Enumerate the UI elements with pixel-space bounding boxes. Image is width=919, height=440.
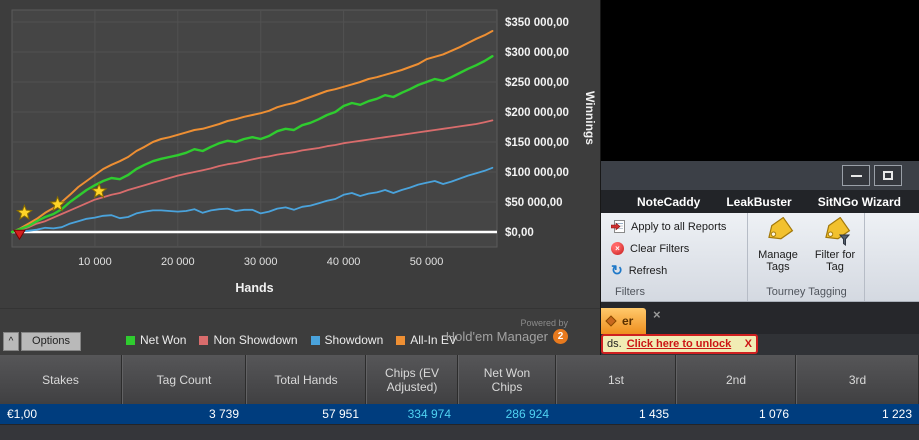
column-header-2nd[interactable]: 2nd	[676, 355, 796, 404]
refresh-icon: ↻	[611, 262, 623, 278]
collapse-options-button[interactable]: ^	[3, 332, 19, 351]
cell-stakes: €1,00	[7, 407, 38, 421]
clear-filters-label: Clear Filters	[630, 242, 690, 255]
tag-icon	[768, 217, 794, 240]
clear-filters-icon: ×	[611, 242, 624, 255]
svg-text:20 000: 20 000	[161, 256, 195, 268]
maximize-button[interactable]	[874, 165, 902, 186]
cell-tag-count: 3 739	[208, 407, 239, 421]
filters-group: Apply to all Reports × Clear Filters ↻ R…	[601, 213, 748, 301]
svg-text:50 000: 50 000	[410, 256, 444, 268]
column-header-stakes[interactable]: Stakes	[0, 355, 122, 404]
click-to-unlock-link[interactable]: Click here to unlock	[626, 338, 732, 350]
svg-text:$50 000,00: $50 000,00	[505, 197, 563, 209]
svg-text:$350 000,00: $350 000,00	[505, 17, 569, 29]
report-tab[interactable]: er	[601, 308, 646, 334]
svg-text:Winnings: Winnings	[583, 91, 597, 145]
powered-by-text: Powered by	[520, 318, 568, 328]
legend-item-showdown[interactable]: Showdown	[310, 333, 384, 347]
cell-2nd: 1 076	[758, 407, 789, 421]
svg-text:10 000: 10 000	[78, 256, 112, 268]
tourney-tagging-group: Manage Tags Filter for Tag Tourney Taggi…	[749, 213, 865, 301]
refresh-label: Refresh	[628, 264, 668, 277]
all-in-ev-swatch-icon	[396, 335, 406, 345]
background-black-area	[601, 0, 919, 161]
table-empty-area	[0, 424, 919, 440]
options-button[interactable]: Options	[21, 332, 81, 351]
tourney-tagging-group-label: Tourney Tagging	[766, 286, 847, 298]
filter-for-tag-label: Filter for Tag	[814, 249, 856, 273]
results-table-header: Stakes Tag Count Total Hands Chips (EV A…	[0, 355, 919, 404]
powered-by-branding: Powered by Hold'em Manager 2	[446, 318, 568, 344]
holdem-manager-text: Hold'em Manager	[445, 329, 548, 344]
ribbon-tab-bar: NoteCaddy LeakBuster SitNGo Wizard	[601, 190, 919, 213]
non-showdown-swatch-icon	[199, 335, 209, 345]
legend-item-all-in-ev[interactable]: All-In EV	[396, 333, 457, 347]
apply-to-all-reports-icon	[611, 220, 625, 233]
tag-filter-icon	[825, 217, 851, 246]
notification-text: ds.	[607, 338, 622, 350]
column-header-1st[interactable]: 1st	[556, 355, 676, 404]
notification-close-icon[interactable]: X	[744, 338, 752, 350]
column-header-total-hands[interactable]: Total Hands	[246, 355, 366, 404]
legend-item-net-won[interactable]: Net Won	[126, 333, 186, 347]
column-header-tag-count[interactable]: Tag Count	[122, 355, 246, 404]
table-row[interactable]: €1,00 3 739 57 951 334 974 286 924 1 435…	[0, 404, 919, 424]
svg-text:30 000: 30 000	[244, 256, 278, 268]
winnings-graph-panel: 10 000 20 000 30 000 40 000 50 000 Hands $0,00…	[0, 0, 601, 355]
column-header-net-won-chips[interactable]: Net Won Chips	[458, 355, 556, 404]
svg-text:$0,00: $0,00	[505, 227, 534, 239]
svg-text:$200 000,00: $200 000,00	[505, 107, 569, 119]
apply-to-all-reports-label: Apply to all Reports	[631, 220, 727, 233]
filter-for-tag-button[interactable]: Filter for Tag	[808, 217, 862, 285]
report-tab-label: er	[622, 314, 634, 328]
chart-legend: Net Won Non Showdown Showdown All-In EV	[126, 333, 457, 347]
svg-text:$300 000,00: $300 000,00	[505, 47, 569, 59]
cell-net-won-chips: 286 924	[505, 407, 549, 421]
legend-label: Net Won	[140, 333, 187, 347]
legend-label: Non Showdown	[213, 333, 298, 347]
column-header-3rd[interactable]: 3rd	[796, 355, 919, 404]
report-tab-strip: er ×	[601, 302, 919, 334]
tab-notecaddy[interactable]: NoteCaddy	[637, 194, 701, 209]
filters-group-label: Filters	[615, 286, 645, 298]
clear-filters-button[interactable]: × Clear Filters	[611, 240, 689, 257]
column-header-chips-ev[interactable]: Chips (EV Adjusted)	[366, 355, 458, 404]
winnings-chart: 10 000 20 000 30 000 40 000 50 000 Hands $0,00…	[10, 9, 597, 295]
cell-1st: 1 435	[638, 407, 669, 421]
showdown-swatch-icon	[310, 335, 320, 345]
tab-sitngo-wizard[interactable]: SitNGo Wizard	[817, 194, 901, 209]
svg-text:40 000: 40 000	[327, 256, 361, 268]
minimize-button[interactable]	[842, 165, 870, 186]
cell-chips-ev: 334 974	[407, 407, 451, 421]
legend-label: All-In EV	[410, 333, 457, 347]
cell-3rd: 1 223	[881, 407, 912, 421]
net-won-swatch-icon	[126, 335, 135, 345]
tab-close-icon[interactable]: ×	[653, 307, 661, 322]
report-tab-icon	[605, 315, 617, 327]
svg-text:Hands: Hands	[235, 281, 273, 295]
apply-to-all-reports-button[interactable]: Apply to all Reports	[611, 218, 726, 235]
hm2-badge-icon: 2	[553, 329, 568, 344]
window-titlebar	[601, 161, 919, 190]
manage-tags-button[interactable]: Manage Tags	[751, 217, 805, 285]
minimize-icon	[850, 174, 862, 177]
refresh-button[interactable]: ↻ Refresh	[611, 262, 667, 279]
ribbon: Apply to all Reports × Clear Filters ↻ R…	[601, 213, 919, 302]
legend-item-non-showdown[interactable]: Non Showdown	[199, 333, 298, 347]
svg-text:$250 000,00: $250 000,00	[505, 77, 569, 89]
unlock-notification-bar: ds. Click here to unlock X	[601, 334, 758, 354]
maximize-icon	[883, 171, 893, 180]
svg-text:$150 000,00: $150 000,00	[505, 137, 569, 149]
svg-text:$100 000,00: $100 000,00	[505, 167, 569, 179]
manage-tags-label: Manage Tags	[758, 249, 798, 273]
cell-total-hands: 57 951	[322, 407, 359, 421]
tab-leakbuster[interactable]: LeakBuster	[726, 194, 792, 209]
chart-footer: ^ Options Net Won Non Showdown Showdown	[0, 308, 600, 355]
legend-label: Showdown	[324, 333, 384, 347]
